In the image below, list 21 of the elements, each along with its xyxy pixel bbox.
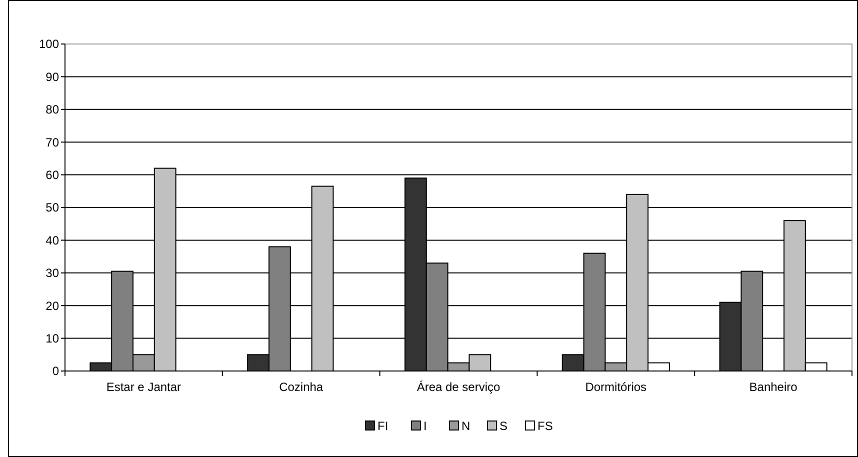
legend-label: N bbox=[462, 419, 470, 433]
x-tick-label: Cozinha bbox=[279, 380, 324, 394]
x-tick-label: Área de serviço bbox=[416, 380, 501, 394]
y-tick-label: 50 bbox=[46, 200, 60, 215]
legend-label: FI bbox=[378, 419, 388, 433]
y-tick-label: 90 bbox=[46, 70, 60, 84]
x-tick-label: Estar e Jantar bbox=[106, 380, 182, 394]
y-tick-label: 30 bbox=[46, 266, 60, 280]
y-tick-label: 20 bbox=[46, 298, 60, 313]
y-tick-label: 70 bbox=[46, 135, 60, 150]
x-tick-label: Dormitórios bbox=[585, 380, 647, 394]
legend-label: S bbox=[500, 419, 508, 433]
y-tick-label: 40 bbox=[46, 233, 60, 248]
legend-label: FS bbox=[538, 419, 553, 433]
legend-label: I bbox=[424, 419, 427, 433]
y-tick-label: 10 bbox=[46, 332, 60, 346]
y-tick-label: 100 bbox=[38, 37, 60, 52]
y-tick-label: 0 bbox=[52, 364, 60, 378]
x-tick-label: Banheiro bbox=[749, 380, 798, 394]
y-tick-label: 80 bbox=[46, 102, 60, 117]
y-tick-label: 60 bbox=[46, 168, 60, 182]
